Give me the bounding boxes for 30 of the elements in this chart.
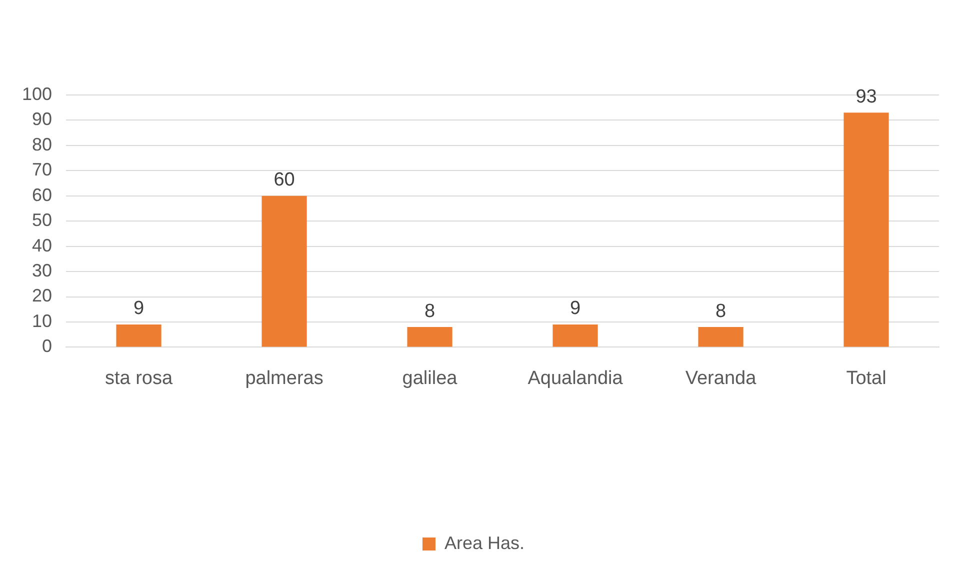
y-tick-label: 0 — [42, 336, 52, 356]
y-tick-label: 100 — [22, 84, 52, 104]
y-tick-label: 10 — [32, 310, 52, 331]
legend-label: Area Has. — [444, 532, 525, 553]
bar — [698, 327, 744, 347]
bar — [116, 324, 162, 347]
y-tick-label: 40 — [32, 235, 52, 256]
data-label: 9 — [133, 298, 144, 320]
bar — [552, 324, 598, 347]
x-tick-label: Aqualandia — [528, 368, 624, 389]
data-label: 8 — [715, 300, 726, 322]
y-tick-label: 50 — [32, 210, 52, 230]
bar — [844, 112, 889, 347]
x-tick-label: palmeras — [245, 368, 324, 389]
y-tick-label: 70 — [32, 160, 52, 180]
y-tick-label: 90 — [32, 109, 52, 130]
x-tick-label: galilea — [402, 368, 458, 389]
data-label: 8 — [424, 300, 436, 322]
x-tick-label: sta rosa — [104, 368, 173, 389]
x-tick-label: Total — [846, 368, 886, 389]
data-label: 93 — [856, 86, 877, 108]
y-tick-label: 30 — [32, 260, 52, 281]
data-label: 9 — [570, 298, 581, 320]
bar — [262, 196, 307, 347]
y-tick-label: 80 — [32, 134, 52, 154]
bar — [407, 327, 452, 347]
y-tick-label: 20 — [32, 286, 52, 306]
x-tick-label: Veranda — [685, 368, 757, 389]
data-label: 60 — [274, 170, 295, 191]
y-tick-label: 60 — [32, 184, 52, 205]
